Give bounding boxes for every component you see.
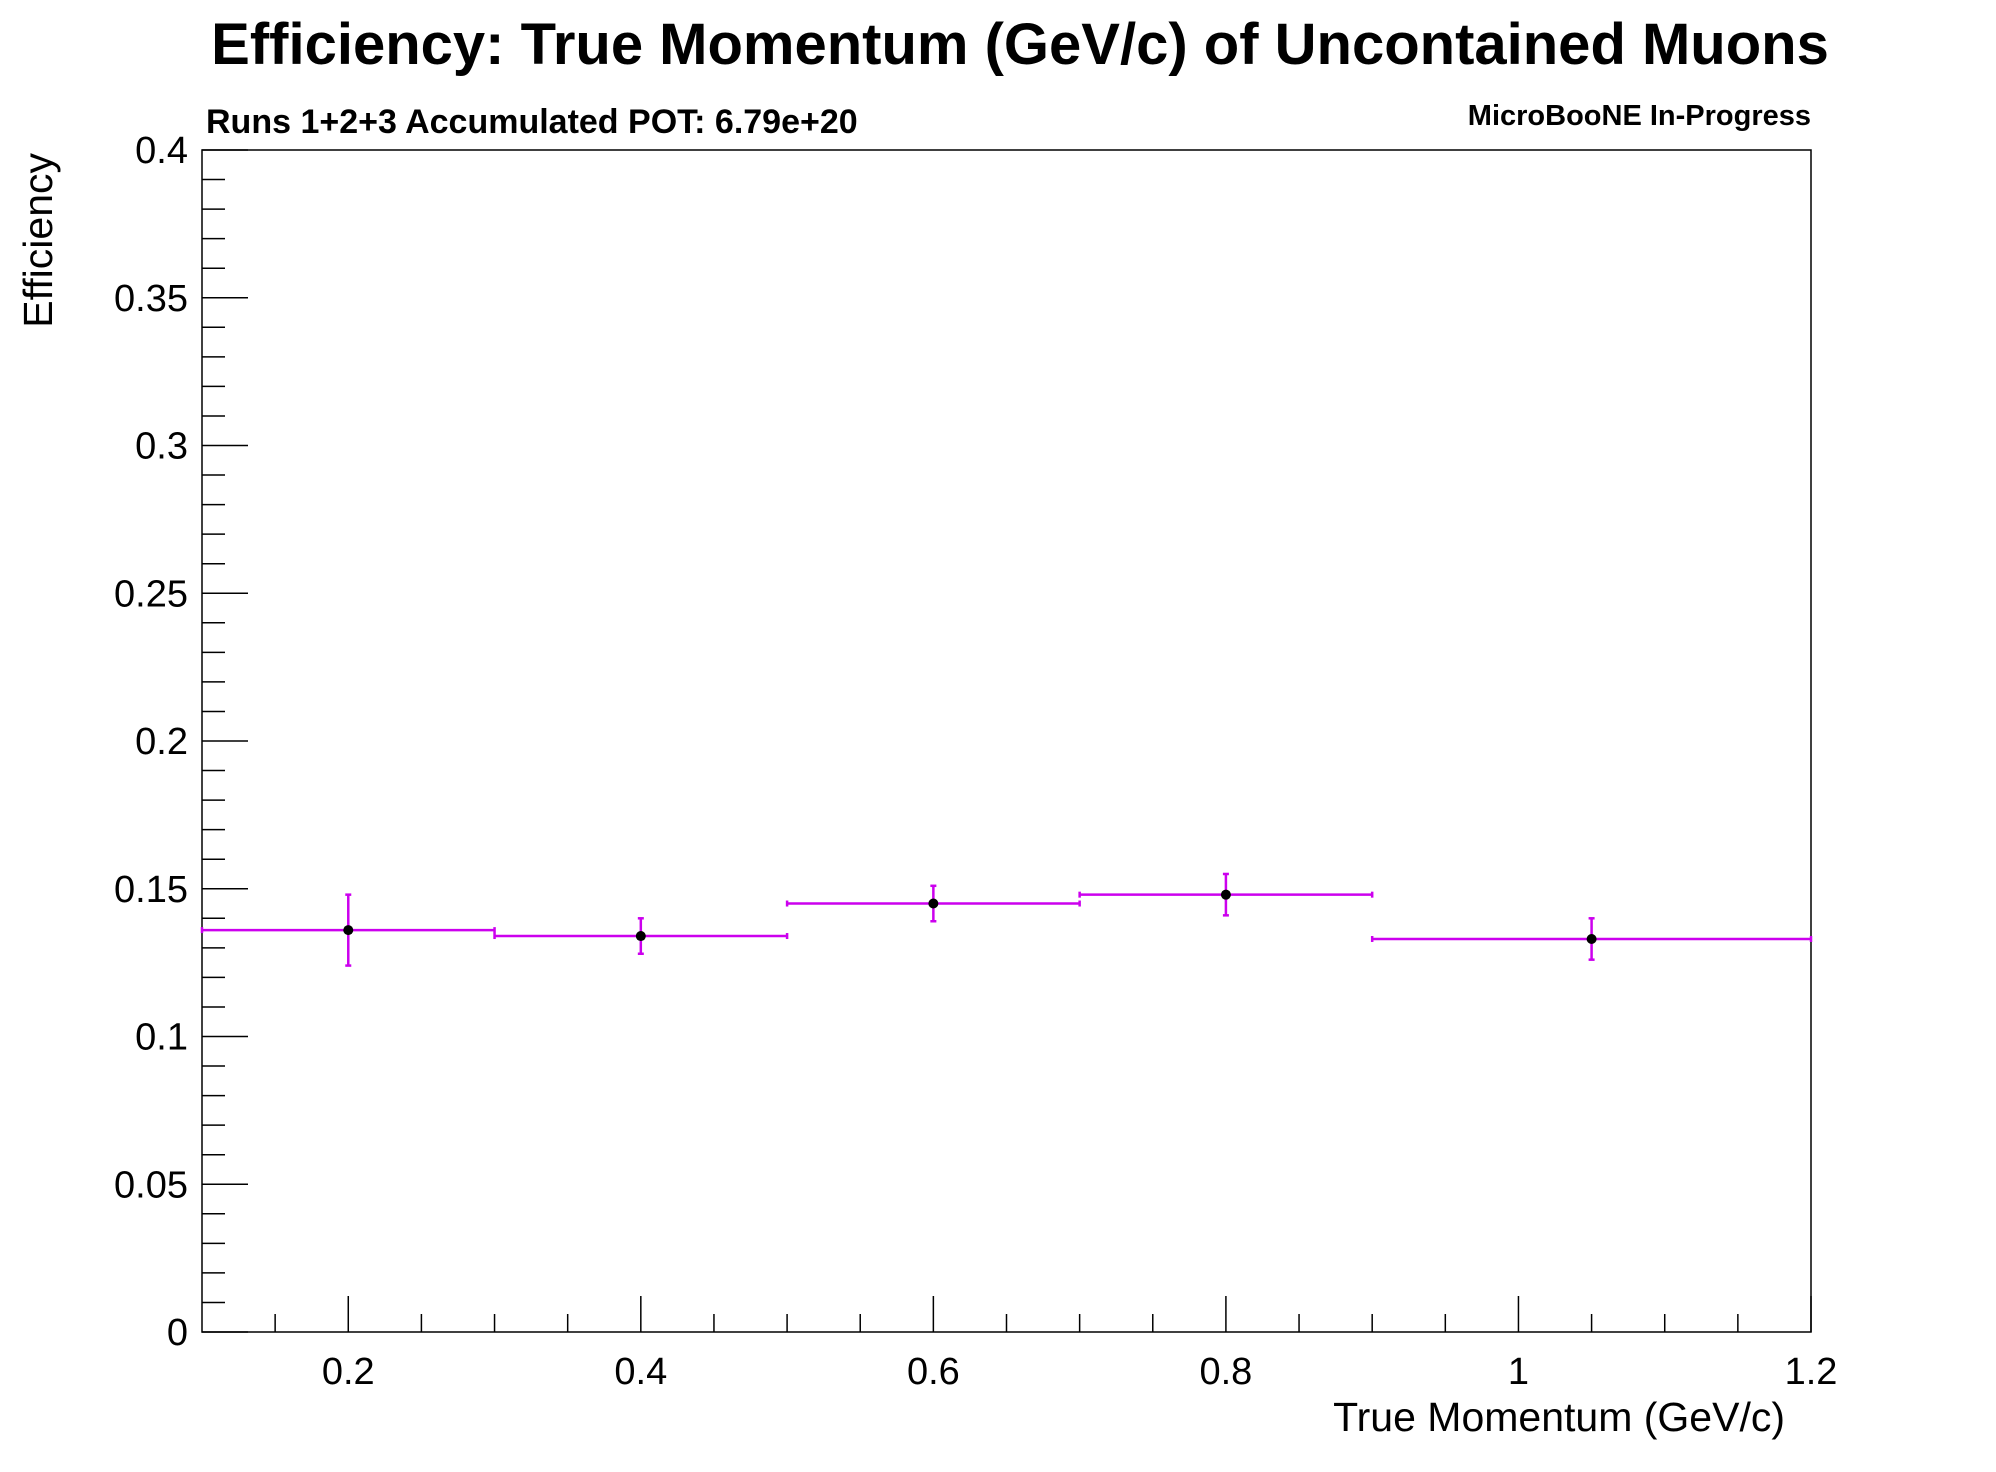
plot-axes: 0 0.05 0.1 0.15 0.2 0.25 0.3 0.35 0.4 0.2 0.4 0.6 0.… [114, 130, 1837, 1393]
x-tick-label: 1.2 [1785, 1351, 1838, 1393]
y-tick-label: 0.35 [114, 278, 188, 320]
plot-frame [201, 149, 1812, 1333]
x-tick-label: 1 [1508, 1351, 1529, 1393]
data-point [928, 898, 939, 909]
data-marks [200, 872, 1813, 967]
y-tick-label: 0.4 [135, 130, 188, 172]
data-point [1586, 933, 1597, 944]
x-tick-label: 0.8 [1199, 1351, 1252, 1393]
y-tick-label: 0.15 [114, 869, 188, 911]
y-tick-label: 0.1 [135, 1017, 188, 1059]
y-tick-label: 0.2 [135, 721, 188, 763]
data-point [343, 925, 354, 936]
data-point [635, 931, 646, 942]
experiment-tag: MicroBooNE In-Progress [1468, 100, 1811, 132]
y-tick-label: 0.05 [114, 1164, 188, 1206]
y-tick-label: 0 [167, 1312, 188, 1354]
y-tick-label: 0.3 [135, 426, 188, 468]
x-tick-label: 0.2 [322, 1351, 375, 1393]
data-point [1220, 889, 1231, 900]
chart-subtitle: Runs 1+2+3 Accumulated POT: 6.79e+20 [206, 103, 858, 141]
x-axis-label: True Momentum (GeV/c) [1333, 1394, 1785, 1440]
chart-title: Efficiency: True Momentum (GeV/c) of Unc… [211, 12, 1829, 77]
x-tick-label: 0.4 [614, 1351, 667, 1393]
y-tick-label: 0.25 [114, 573, 188, 615]
y-axis-label: Efficiency [15, 153, 61, 328]
x-tick-label: 0.6 [907, 1351, 960, 1393]
